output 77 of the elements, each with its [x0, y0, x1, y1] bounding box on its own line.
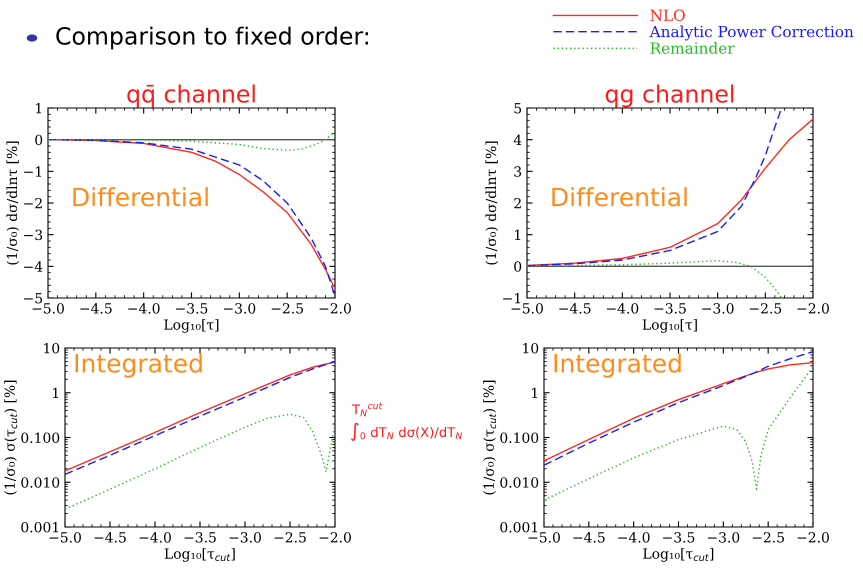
y-tick-label: 1	[36, 102, 42, 114]
x-tick-label: −5.0	[50, 532, 81, 543]
x-tick-label: −5.0	[512, 303, 543, 314]
y-tick-label: 0.001	[500, 522, 538, 532]
x-tick-label: −3.5	[176, 303, 208, 314]
y-tick-label: 2	[514, 198, 521, 208]
x-tick-label: −3.0	[230, 532, 261, 543]
x-tick-label: −5.0	[528, 532, 560, 543]
y-tick-label: 1	[532, 388, 538, 398]
y-tick-label: 10	[44, 342, 60, 354]
y-tick-label: 0	[514, 261, 522, 272]
annotation: Integrated	[76, 353, 202, 378]
text: T$_{N}$$^{cut}$	[352, 402, 382, 416]
x-tick-label: −3.0	[224, 303, 256, 314]
annotation: Differential	[73, 187, 208, 206]
x-tick-label: −4.5	[573, 532, 605, 543]
x-axis-title: Log₁₀[τ$_{cut}$]	[164, 548, 235, 562]
y-tick-label: −4	[24, 261, 42, 272]
x-tick-label: −2.0	[320, 303, 351, 314]
x-tick-label: −4.0	[128, 303, 160, 314]
x-tick-label: −4.5	[94, 532, 126, 543]
x-tick-label: −3.5	[654, 303, 686, 314]
x-axis-title: Log₁₀[τ]	[164, 319, 218, 333]
x-tick-label: −2.5	[272, 303, 303, 314]
line-series	[527, 108, 782, 266]
x-tick-label: −2.0	[798, 303, 829, 314]
annotation: Integrated	[554, 353, 681, 378]
chart-title: qg channel	[606, 84, 734, 108]
y-tick-label: −1	[503, 292, 520, 304]
line-series	[527, 260, 782, 298]
y-axis-title: (1/σ₀) σ(τ$_{cut}$) [%]	[4, 380, 18, 494]
y-tick-label: −2	[24, 198, 42, 208]
line-series	[48, 131, 335, 151]
text: Remainder	[650, 42, 735, 54]
y-tick-label: 0.100	[21, 432, 60, 443]
x-tick-label: −4.5	[559, 303, 590, 314]
x-tick-label: −4.5	[80, 303, 112, 314]
y-tick-label: 0.010	[21, 477, 60, 488]
x-tick-label: −2.5	[274, 532, 306, 543]
x-tick-label: −4.0	[618, 532, 650, 543]
y-axis-title: (1/σ₀) dσ/dlnτ [%]	[6, 142, 20, 265]
y-tick-label: 10	[523, 342, 538, 354]
y-tick-label: −5	[24, 293, 42, 304]
annotation: Differential	[552, 187, 687, 206]
x-tick-label: −5.0	[32, 303, 64, 314]
x-tick-label: −3.0	[702, 303, 734, 314]
y-axis-title: (1/σ₀) σ(τ$_{cut}$) [%]	[483, 380, 496, 494]
x-tick-label: −2.0	[798, 532, 829, 543]
text: NLO	[650, 9, 685, 21]
y-tick-label: 1	[52, 388, 58, 398]
x-tick-label: −2.0	[320, 532, 351, 543]
y-tick-label: 3	[514, 166, 522, 177]
y-tick-label: 1	[514, 230, 520, 240]
x-tick-label: −2.5	[752, 532, 784, 543]
text: Comparison to fixed order:	[56, 26, 368, 50]
chart-title: qq̄ channel	[127, 84, 255, 108]
line-series	[527, 118, 813, 266]
y-tick-label: 0.010	[500, 477, 538, 488]
text: ∫$_{0}$ dT$_{N}$ dσ(X)/dT$_{N}$	[351, 422, 462, 441]
x-tick-label: −4.0	[606, 303, 638, 314]
text: Analytic Power Correction	[650, 25, 854, 40]
x-axis-title: Log₁₀[τ$_{cut}$]	[643, 548, 714, 562]
x-tick-label: −3.5	[184, 532, 216, 543]
y-tick-label: 4	[514, 134, 522, 145]
y-tick-label: −3	[24, 230, 42, 240]
y-tick-label: 0	[35, 134, 42, 146]
y-axis-title: (1/σ₀) dσ/dlnτ [%]	[485, 142, 498, 265]
y-tick-label: −1	[24, 166, 42, 177]
y-tick-label: 0.001	[21, 522, 58, 532]
x-tick-label: −2.5	[750, 303, 782, 314]
y-tick-label: 5	[514, 103, 522, 114]
line-series	[65, 414, 335, 510]
y-tick-label: 0.100	[500, 432, 538, 443]
x-tick-label: −3.5	[663, 532, 694, 543]
x-tick-label: −4.0	[140, 532, 171, 543]
x-tick-label: −3.0	[708, 532, 740, 543]
x-axis-title: Log₁₀[τ]	[642, 319, 697, 333]
